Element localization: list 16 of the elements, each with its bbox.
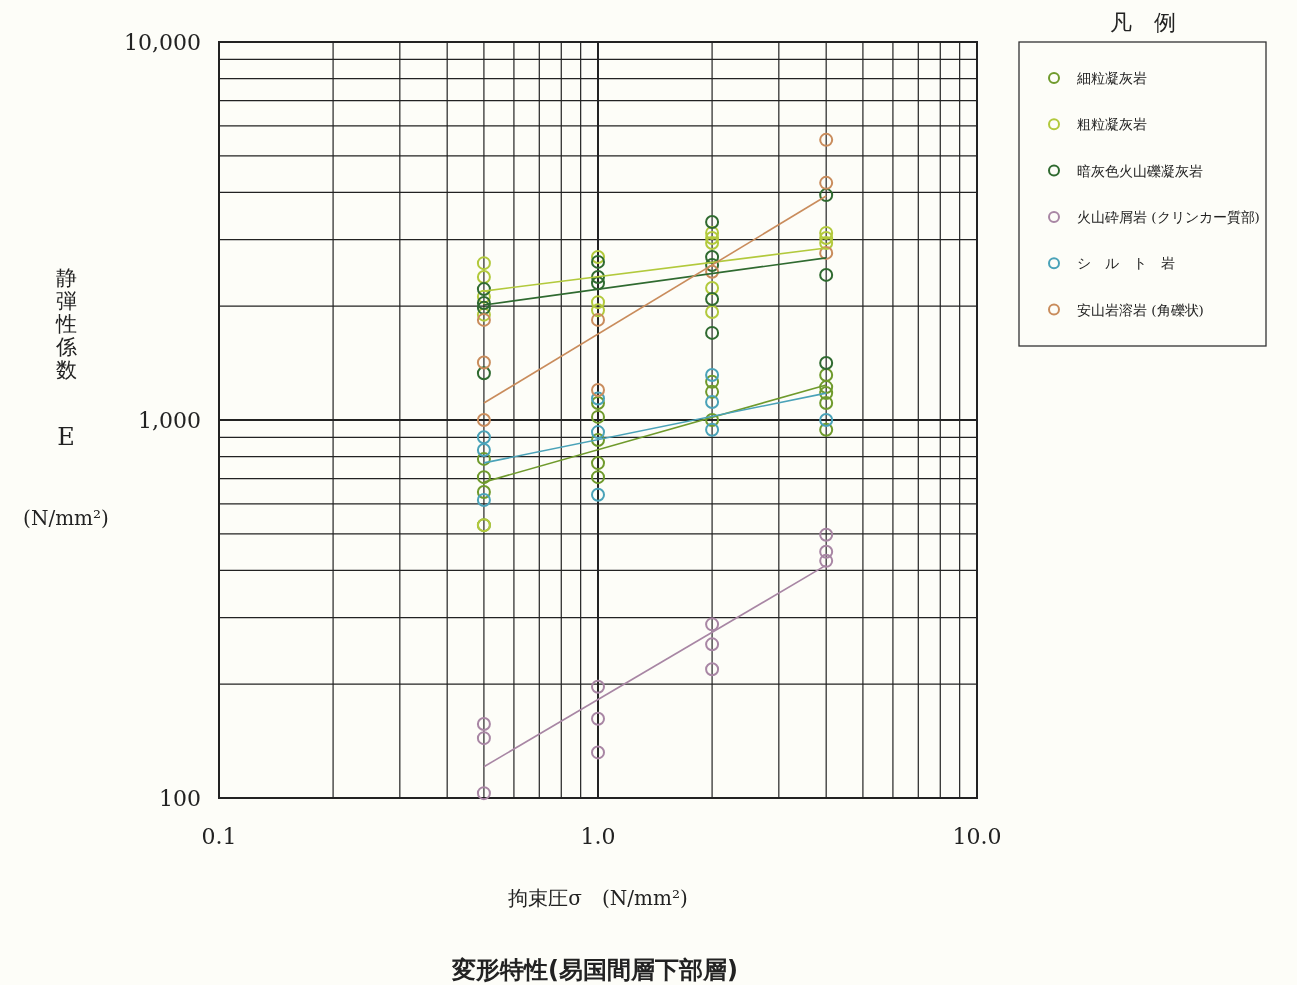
x-tick-label: 10.0 — [952, 824, 1002, 849]
legend-label: 粗粒凝灰岩 — [1077, 116, 1147, 133]
text: 変形特性(易国間層下部層) — [451, 956, 738, 984]
text: 静弾性係数 E (N/mm²) — [23, 266, 109, 530]
x-axis-title: 拘束圧σ (N/mm²) — [508, 886, 688, 910]
legend-label: 安山岩溶岩 (角礫状) — [1077, 301, 1204, 318]
legend-label: シ ル ト 岩 — [1077, 255, 1175, 272]
x-tick-label: 0.1 — [201, 824, 237, 849]
y-tick-label: 100 — [159, 786, 201, 811]
legend-label: 細粒凝灰岩 — [1076, 70, 1147, 86]
legend-label: 火山砕屑岩 (クリンカー質部) — [1077, 208, 1260, 225]
legend-label: 暗灰色火山礫凝灰岩 — [1077, 162, 1203, 179]
x-tick-label: 1.0 — [580, 824, 616, 849]
y-tick-label: 1,000 — [138, 408, 201, 433]
legend-title: 凡 例 — [1109, 10, 1176, 35]
y-tick-label: 10,000 — [124, 30, 201, 55]
